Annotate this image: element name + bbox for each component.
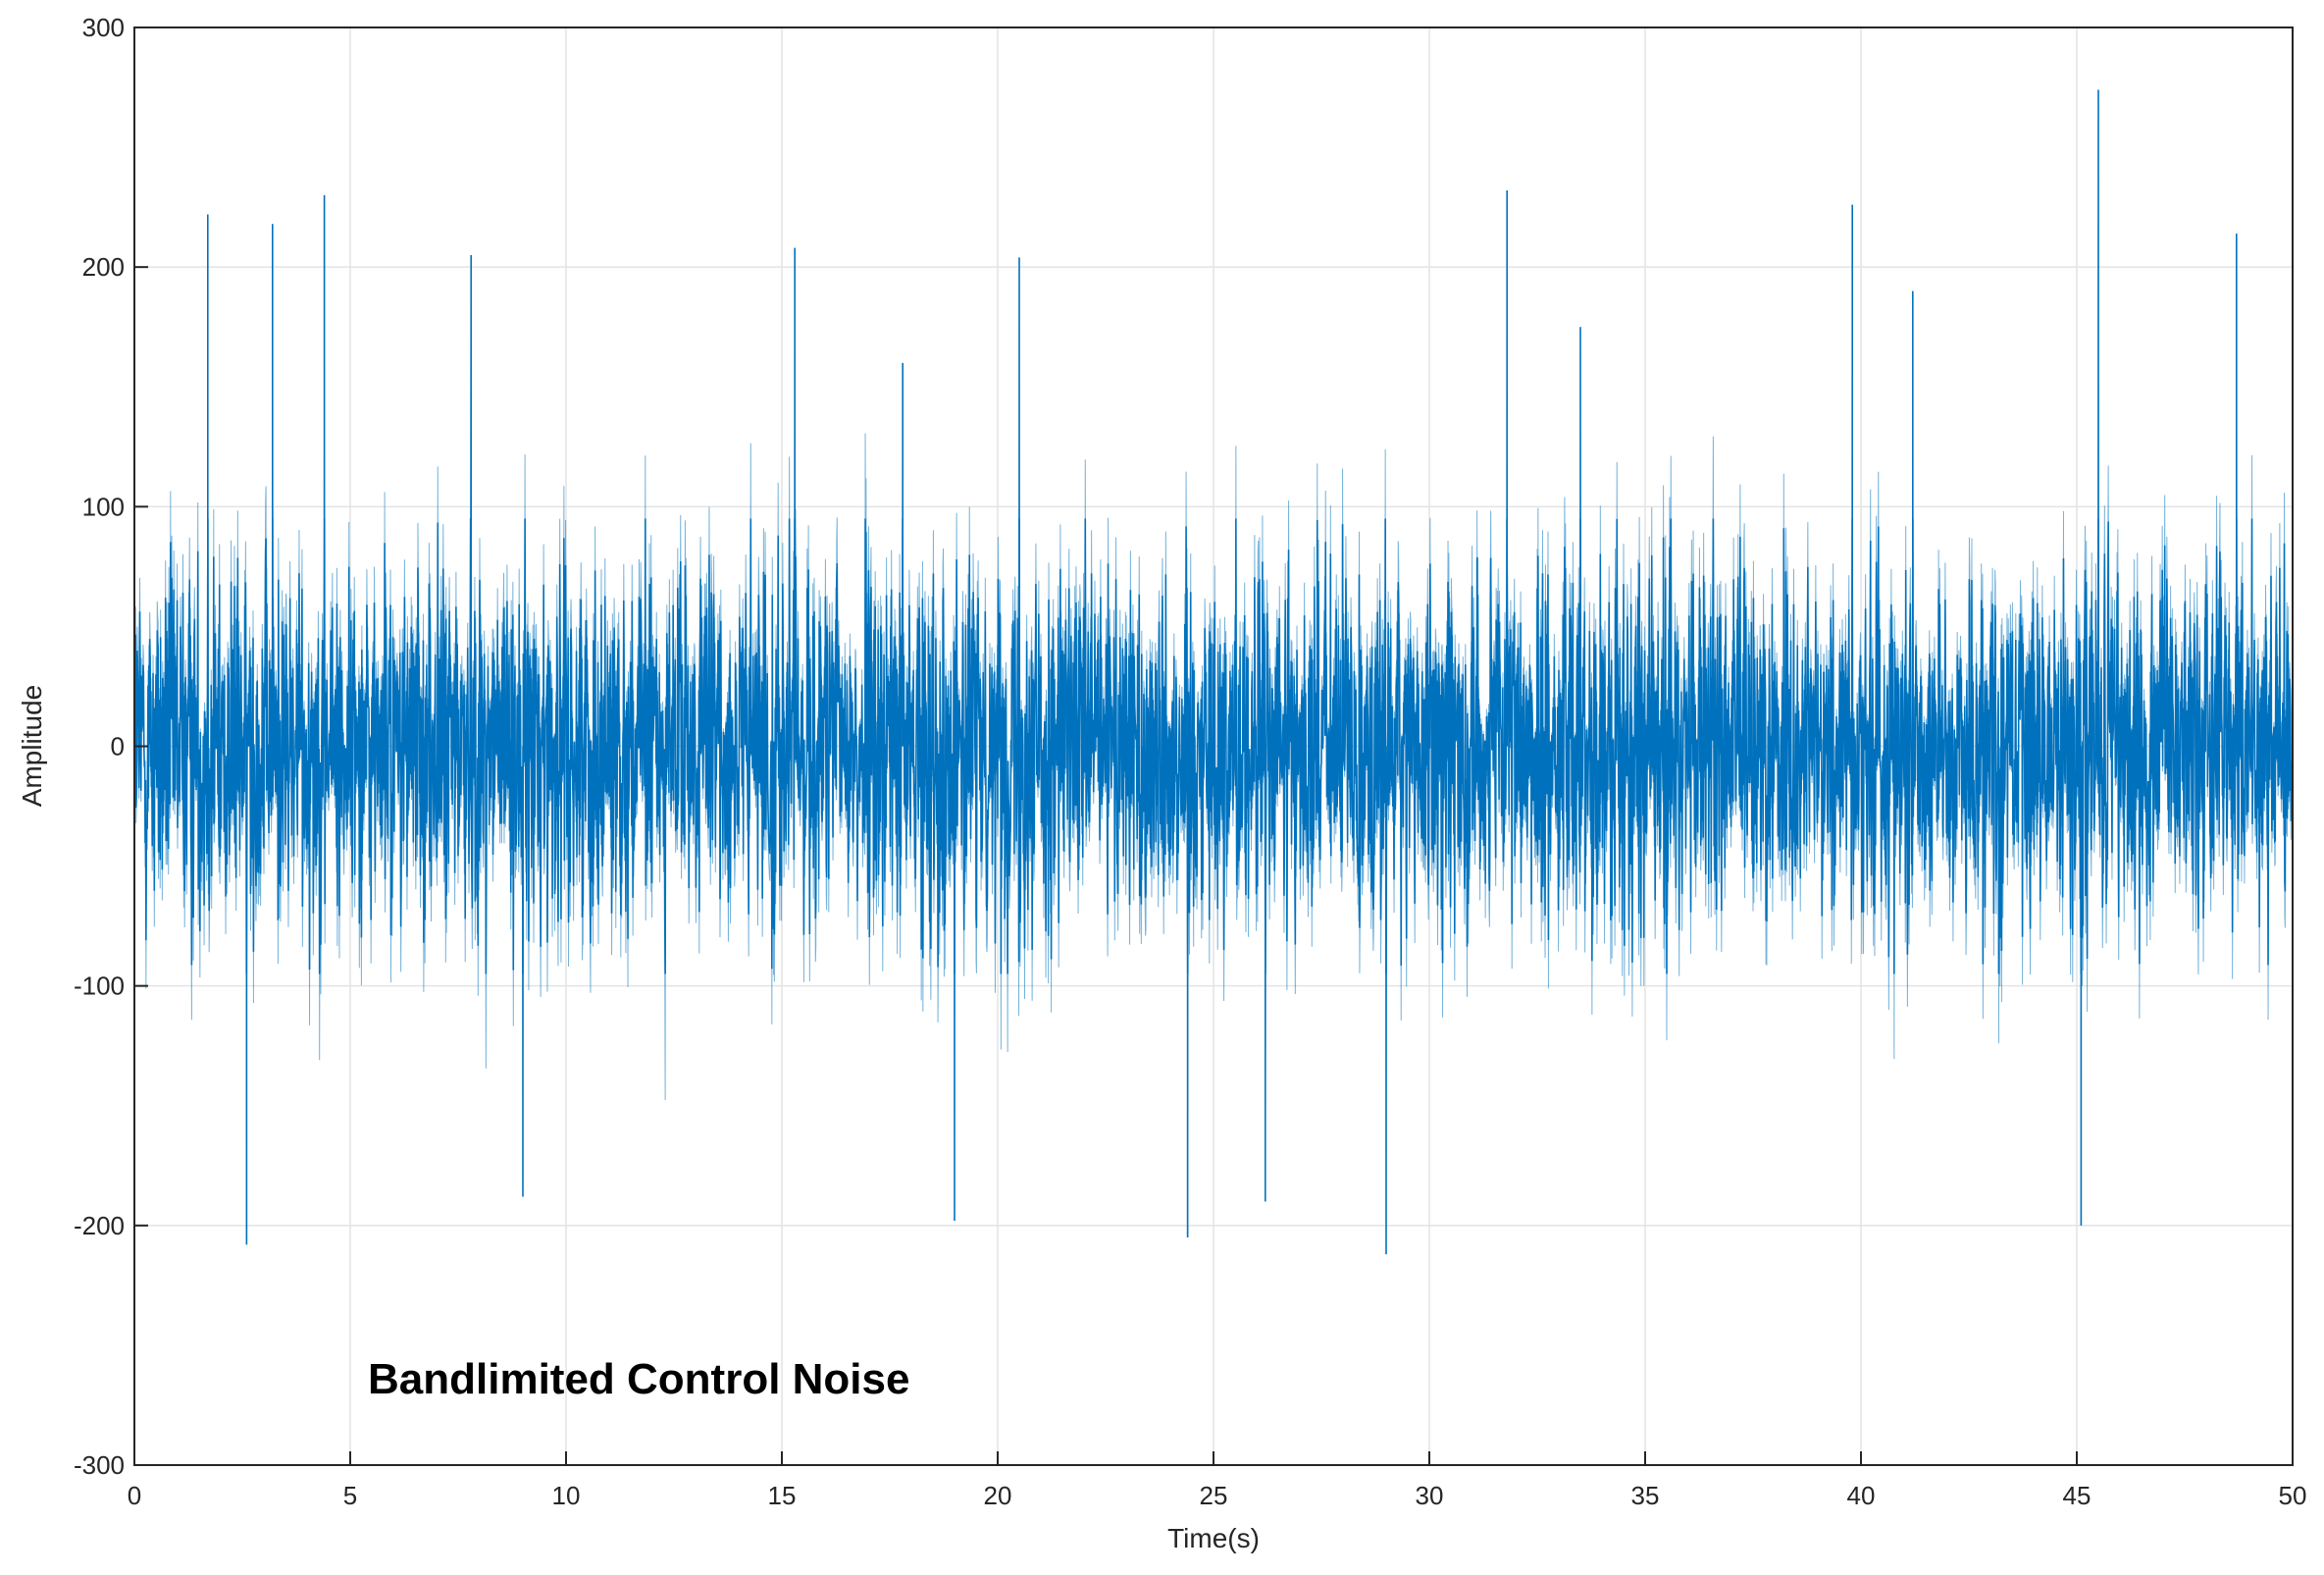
ticks: 0 5 10 15 20 25 30 35 40 45 50 -300 -200 -100 0 100 200 3… <box>74 13 2307 1510</box>
y-tick-label: -300 <box>74 1450 125 1480</box>
x-tick-label: 50 <box>2279 1481 2307 1510</box>
y-tick-label: 300 <box>82 13 125 42</box>
x-axis-title: Time(s) <box>1167 1523 1260 1553</box>
y-axis-title: Amplitude <box>17 685 47 808</box>
x-tick-label: 25 <box>1200 1481 1228 1510</box>
x-tick-label: 0 <box>128 1481 141 1510</box>
x-tick-label: 30 <box>1416 1481 1444 1510</box>
y-tick-label: 100 <box>82 492 125 521</box>
x-tick-label: 20 <box>984 1481 1012 1510</box>
y-tick-label: -100 <box>74 971 125 1001</box>
signal-line-core <box>133 517 2294 974</box>
x-tick-label: 5 <box>343 1481 357 1510</box>
y-tick-label: 0 <box>111 732 125 761</box>
x-tick-label: 40 <box>1847 1481 1876 1510</box>
x-tick-label: 45 <box>2063 1481 2092 1510</box>
y-tick-label: 200 <box>82 252 125 282</box>
annotation-text: Bandlimited Control Noise <box>368 1355 909 1403</box>
y-tick-label: -200 <box>74 1211 125 1240</box>
x-tick-label: 10 <box>552 1481 581 1510</box>
signal-trace <box>133 89 2294 1255</box>
x-tick-label: 35 <box>1631 1481 1660 1510</box>
x-tick-label: 15 <box>768 1481 797 1510</box>
